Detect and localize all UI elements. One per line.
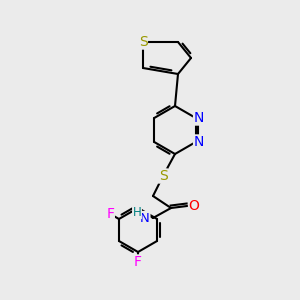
Text: S: S — [159, 169, 167, 183]
Text: F: F — [134, 255, 142, 269]
Text: N: N — [194, 111, 204, 125]
Text: O: O — [189, 199, 200, 213]
Text: N: N — [140, 212, 150, 224]
Text: F: F — [106, 207, 114, 221]
Text: H: H — [133, 206, 141, 218]
Text: S: S — [139, 35, 147, 49]
Text: N: N — [194, 135, 204, 149]
